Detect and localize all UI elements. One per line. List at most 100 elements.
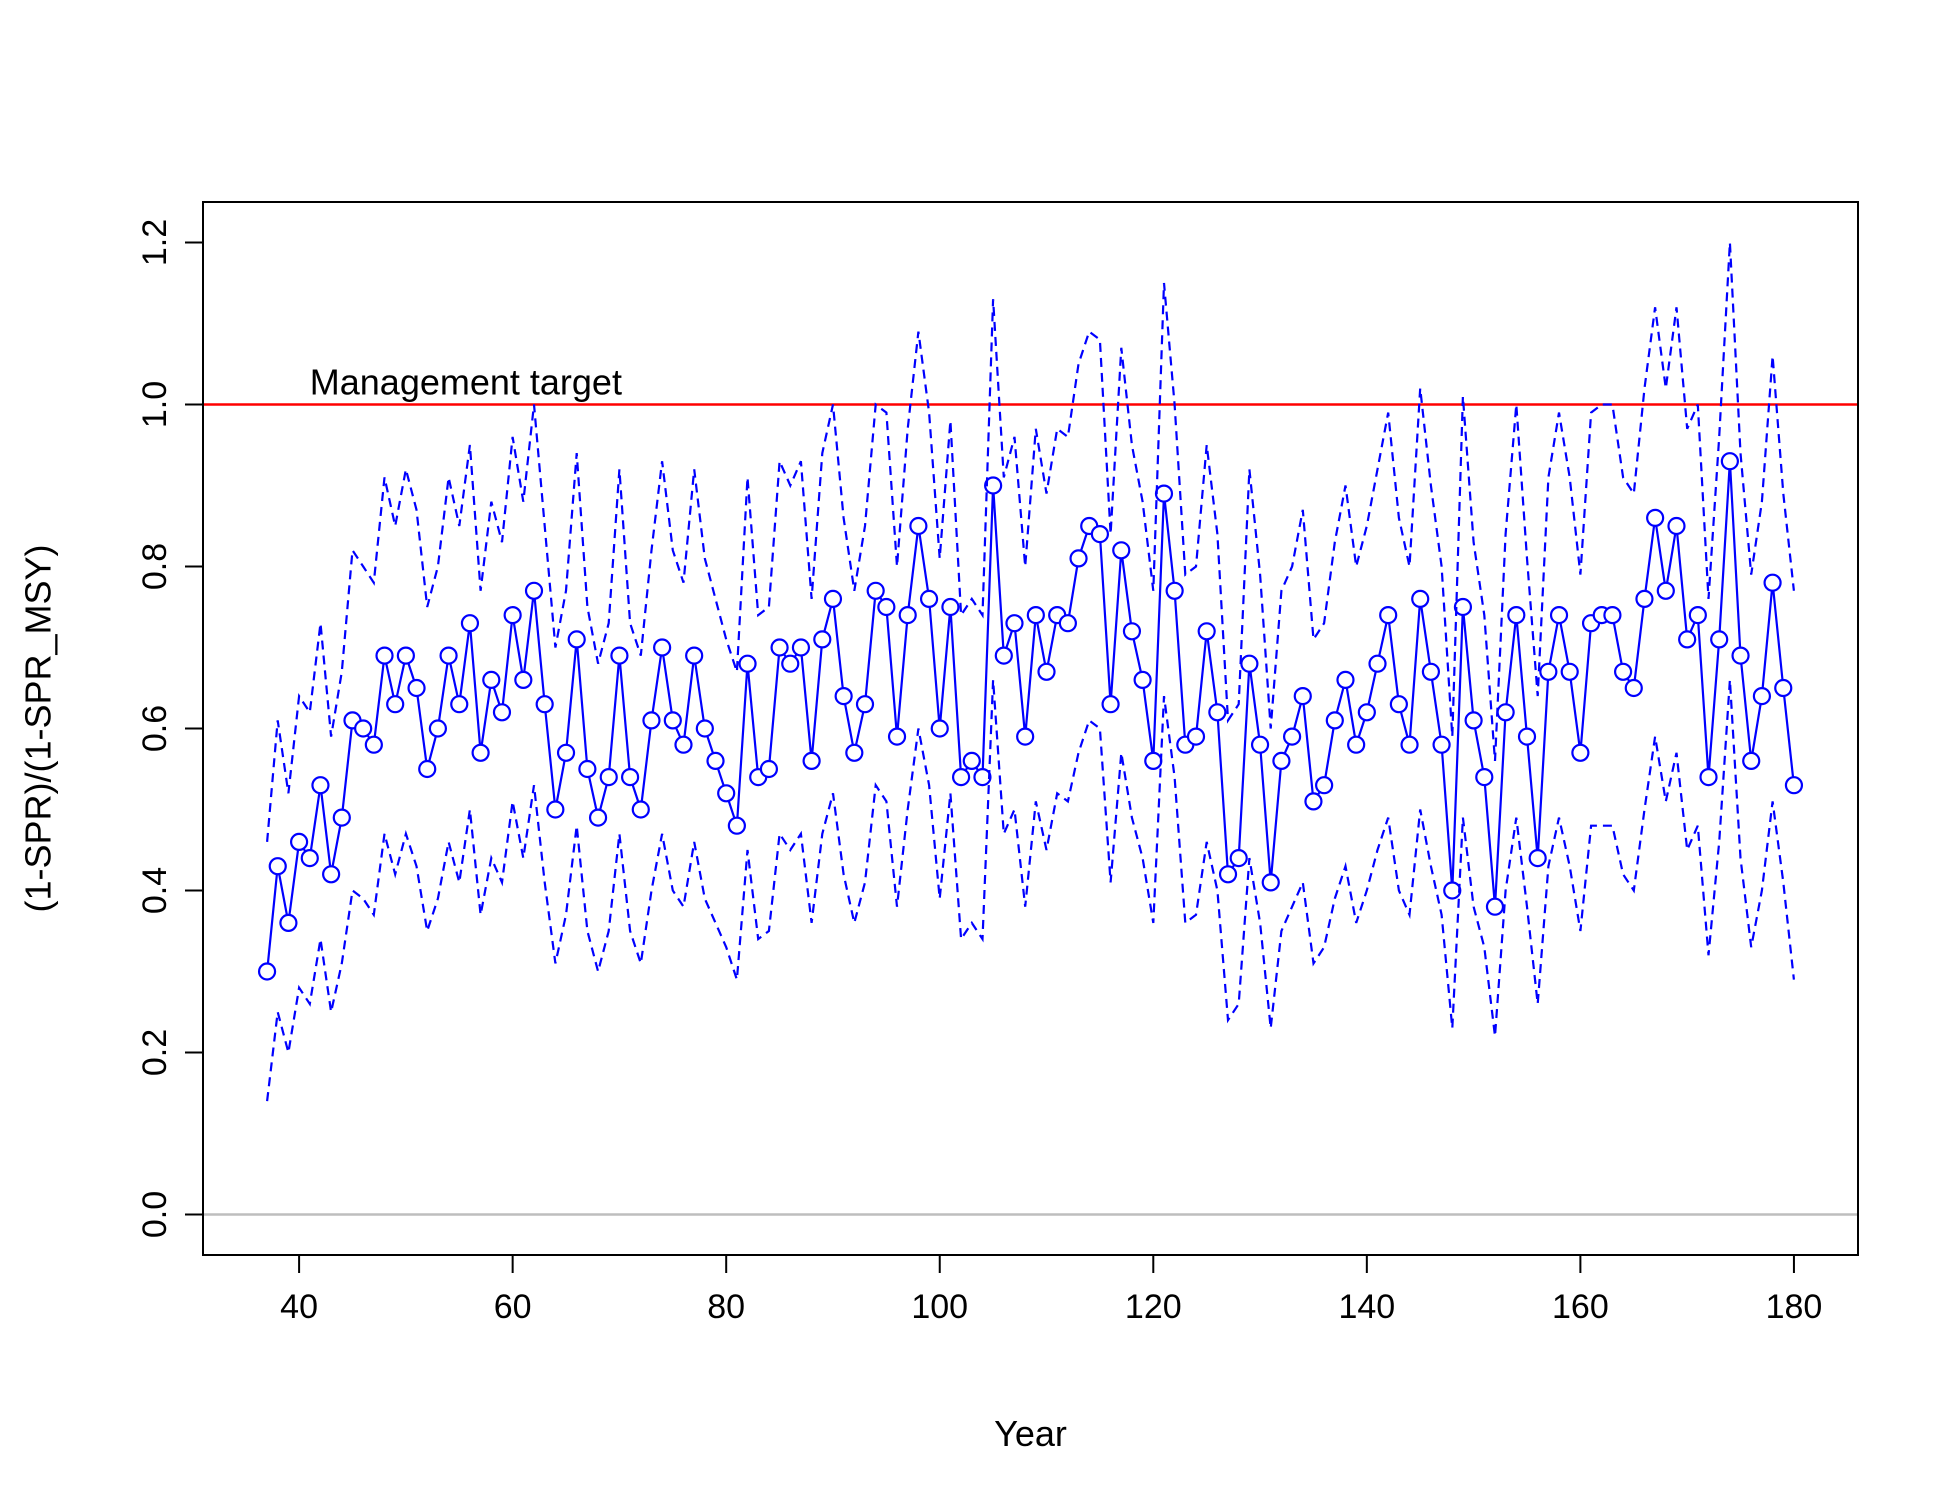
series-line-lower bbox=[266, 679, 1795, 1102]
data-point bbox=[1656, 581, 1675, 600]
data-point bbox=[1774, 678, 1793, 698]
data-point bbox=[791, 638, 811, 657]
x-tick-label: 60 bbox=[494, 1288, 532, 1326]
data-point bbox=[1069, 549, 1088, 568]
data-point bbox=[375, 646, 394, 665]
data-point bbox=[1347, 735, 1366, 754]
data-point bbox=[823, 589, 843, 609]
data-point bbox=[1304, 792, 1323, 811]
data-point bbox=[1368, 654, 1387, 673]
x-tick-label: 140 bbox=[1338, 1288, 1395, 1326]
data-point bbox=[674, 735, 693, 754]
data-point bbox=[1443, 881, 1462, 900]
data-point bbox=[770, 638, 789, 657]
data-point bbox=[1432, 735, 1451, 754]
data-point bbox=[386, 695, 405, 714]
data-point bbox=[364, 735, 383, 754]
data-point bbox=[514, 670, 533, 690]
y-tick-label: 0.6 bbox=[136, 705, 174, 752]
data-point bbox=[685, 646, 704, 665]
data-point bbox=[845, 743, 864, 762]
y-tick-label: 0.2 bbox=[136, 1029, 174, 1076]
data-point bbox=[813, 630, 832, 649]
data-point bbox=[1742, 751, 1761, 771]
data-point bbox=[311, 776, 330, 795]
data-point bbox=[1101, 695, 1120, 714]
data-point bbox=[1560, 662, 1579, 681]
data-point bbox=[898, 605, 917, 625]
data-point bbox=[535, 695, 554, 714]
data-point bbox=[354, 719, 373, 738]
data-point bbox=[973, 767, 992, 787]
y-tick-label: 0.0 bbox=[136, 1191, 174, 1238]
data-point bbox=[1784, 776, 1804, 795]
data-point bbox=[1539, 662, 1558, 681]
data-point bbox=[866, 581, 885, 600]
data-point bbox=[257, 962, 277, 981]
data-point bbox=[1678, 630, 1697, 649]
series-line-upper bbox=[266, 242, 1795, 842]
data-point bbox=[984, 476, 1003, 495]
data-point bbox=[706, 751, 725, 771]
data-point bbox=[1485, 897, 1505, 916]
data-point bbox=[1389, 695, 1408, 714]
data-point bbox=[653, 638, 672, 657]
data-point bbox=[556, 743, 576, 762]
data-point bbox=[599, 767, 618, 787]
data-point bbox=[279, 913, 298, 933]
x-tick-label: 100 bbox=[911, 1288, 968, 1326]
data-point bbox=[962, 751, 981, 771]
data-point bbox=[1464, 711, 1483, 730]
data-point bbox=[1763, 573, 1782, 592]
data-point bbox=[460, 614, 480, 633]
data-point bbox=[492, 703, 512, 722]
data-point bbox=[1229, 848, 1248, 868]
data-point bbox=[1379, 605, 1398, 625]
data-point bbox=[919, 589, 939, 609]
data-point bbox=[1613, 662, 1633, 681]
data-point bbox=[1197, 622, 1216, 641]
data-point bbox=[1549, 605, 1569, 625]
series-line-estimate bbox=[266, 461, 1795, 972]
data-point bbox=[1240, 654, 1259, 673]
data-point bbox=[1282, 727, 1302, 746]
x-tick-label: 120 bbox=[1125, 1288, 1182, 1326]
data-point bbox=[759, 759, 779, 779]
data-point bbox=[610, 646, 629, 665]
data-point bbox=[1186, 727, 1206, 746]
data-point bbox=[620, 767, 640, 787]
data-point bbox=[1218, 865, 1238, 884]
data-point bbox=[567, 630, 586, 649]
data-point bbox=[1453, 597, 1473, 617]
data-point bbox=[1517, 727, 1537, 746]
y-tick-label: 1.2 bbox=[136, 219, 174, 266]
data-point bbox=[1507, 605, 1526, 625]
y-tick-label: 1.0 bbox=[136, 381, 174, 428]
data-point bbox=[471, 743, 490, 762]
data-point bbox=[717, 784, 736, 803]
data-point bbox=[642, 711, 661, 730]
data-point bbox=[877, 597, 896, 617]
data-point bbox=[887, 727, 907, 746]
data-point bbox=[428, 719, 448, 738]
data-point bbox=[631, 800, 650, 819]
data-point bbox=[1090, 524, 1110, 544]
data-point bbox=[1133, 670, 1152, 690]
x-tick-label: 80 bbox=[707, 1288, 745, 1326]
data-point bbox=[738, 654, 757, 673]
data-point bbox=[1421, 662, 1441, 681]
data-point bbox=[1688, 605, 1707, 625]
data-point bbox=[1496, 703, 1515, 722]
data-point bbox=[1016, 727, 1035, 746]
data-point bbox=[1411, 589, 1430, 609]
x-axis-title: Year bbox=[994, 1413, 1067, 1454]
data-point bbox=[1699, 767, 1718, 787]
data-point bbox=[1122, 622, 1142, 641]
data-point bbox=[1646, 508, 1665, 528]
data-point bbox=[1528, 848, 1547, 868]
data-point bbox=[1571, 743, 1590, 762]
data-point bbox=[300, 848, 319, 868]
data-point bbox=[450, 695, 469, 714]
